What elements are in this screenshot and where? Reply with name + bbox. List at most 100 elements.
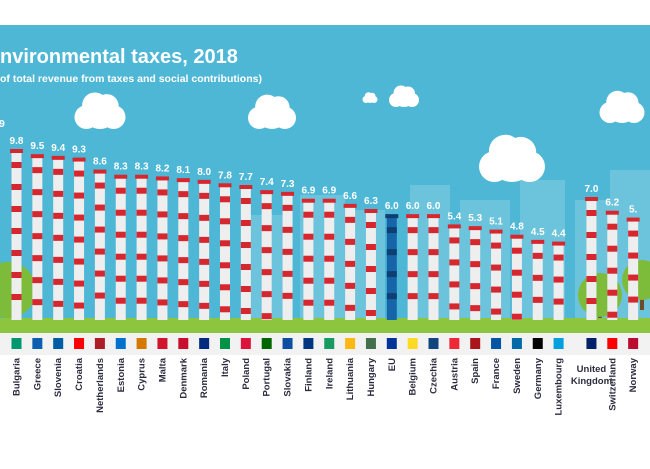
chimney-body — [628, 220, 639, 320]
value-label: 6.9 — [322, 186, 336, 197]
chimney-stripe — [53, 234, 64, 241]
flag-icon — [32, 338, 43, 349]
chimney-stripe — [407, 293, 418, 300]
chimney-stripe — [178, 213, 189, 220]
chimney-stripe — [240, 198, 251, 204]
value-label: 7.3 — [281, 179, 295, 190]
chimney-stripe — [53, 300, 64, 307]
chimney-cap — [531, 239, 545, 244]
chimney-stripe — [53, 256, 64, 263]
chimney-stripe — [220, 218, 230, 225]
chimney-cap — [155, 176, 169, 181]
category-label: France — [491, 358, 502, 389]
bar-netherlands: 8.6 — [93, 157, 107, 320]
chimney-bars: 9.8 9.5 9.4 9.3 8.6 8.3 8.3 8.2 8.1 8.0 7.8 7.7 7.4 7… — [10, 136, 640, 320]
chimney-body — [240, 188, 251, 320]
chimney-stripe — [345, 282, 356, 289]
cloud-puff — [368, 92, 376, 100]
bar-romania: 8.0 — [197, 167, 212, 320]
chimney-stripe — [470, 261, 481, 268]
chimney-body — [220, 186, 230, 320]
value-label: 9.3 — [72, 145, 86, 156]
bar-france: 5.1 — [489, 217, 503, 320]
chimney-cap — [468, 226, 482, 231]
chimney-stripe — [532, 252, 543, 259]
bar-luxembourg: 4.4 — [552, 229, 566, 320]
chimney-stripe — [386, 249, 397, 256]
chimney-stripe — [53, 278, 64, 285]
chimney-stripe — [407, 249, 418, 256]
value-label: 6.0 — [406, 201, 420, 212]
category-label: Hungary — [366, 357, 377, 396]
category-label: Norway — [628, 357, 639, 392]
chimney-body — [428, 217, 439, 320]
flag-icon — [324, 338, 335, 349]
chimney-stripe — [74, 258, 85, 265]
chimney-stripe — [365, 288, 376, 294]
value-label: 8.6 — [93, 157, 107, 168]
chimney-body — [136, 177, 147, 320]
flag-icon — [53, 338, 64, 349]
chimney-cap — [260, 190, 274, 195]
bar-greece: 9.5 — [30, 141, 45, 320]
category-label: Malta — [157, 357, 168, 382]
chimney-stripe — [261, 313, 272, 320]
chimney-stripe — [199, 192, 210, 199]
chimney-stripe — [136, 187, 147, 194]
chimney-stripe — [607, 289, 618, 296]
chimney-stripe — [628, 274, 639, 281]
chimney-stripe — [32, 167, 43, 174]
chimney-body — [386, 217, 397, 320]
value-label: 9.5 — [30, 141, 44, 152]
bar-switzerland: 6.2 — [605, 198, 620, 320]
bar-bulgaria: 9.8 — [10, 136, 24, 320]
chimney-stripe — [428, 271, 439, 278]
skyline-building — [460, 200, 510, 320]
chimney-stripe — [178, 235, 189, 242]
category-label: Belgium — [408, 358, 419, 395]
bar-italy: 7.8 — [218, 170, 232, 320]
chimney-cap — [301, 198, 315, 203]
chimney-stripe — [74, 302, 85, 309]
value-label: 6.9 — [301, 186, 315, 197]
bar-finland: 6.9 — [301, 186, 316, 320]
chimney-stripe — [607, 245, 618, 252]
chimney-stripe — [53, 168, 64, 175]
cloud-puff — [401, 86, 415, 101]
value-label: 6.3 — [364, 196, 378, 207]
value-label: 7.8 — [218, 170, 232, 181]
chimney-stripe — [282, 226, 293, 233]
chimney-stripe — [470, 239, 481, 246]
value-label: 6.0 — [427, 201, 441, 212]
chimney-stripe — [157, 233, 168, 240]
chimney-stripe — [11, 228, 22, 234]
chimney-stripe — [32, 211, 43, 218]
chimney-stripe — [11, 162, 22, 168]
chimney-stripe — [74, 170, 85, 177]
value-label: 5.3 — [468, 213, 482, 224]
chimney-stripe — [428, 227, 439, 234]
chimney-body — [282, 194, 293, 320]
bar-belgium: 6.0 — [406, 201, 420, 320]
cloud-puff — [505, 136, 537, 168]
chimney-stripe — [449, 259, 460, 266]
chimney-stripe — [553, 276, 564, 283]
cloud — [479, 134, 545, 183]
chimney-stripe — [11, 206, 22, 212]
chimney-stripe — [74, 192, 85, 199]
chimney-stripe — [11, 272, 22, 278]
category-label: Estonia — [116, 357, 127, 392]
chart-subtitle: of total revenue from taxes and social c… — [0, 73, 262, 85]
chimney-stripe — [157, 211, 168, 218]
chimney-stripe — [240, 264, 251, 270]
flag-icon — [282, 338, 293, 349]
chimney-cap — [385, 214, 399, 219]
flag-icon — [553, 338, 564, 349]
category-label: Netherlands — [95, 358, 106, 413]
chimney-stripe — [449, 281, 460, 288]
chimney-body — [511, 237, 522, 320]
chimney-stripe — [470, 283, 481, 290]
chimney-stripe — [136, 253, 147, 260]
chimney-stripe — [532, 296, 543, 303]
chimney-cap — [218, 183, 232, 188]
